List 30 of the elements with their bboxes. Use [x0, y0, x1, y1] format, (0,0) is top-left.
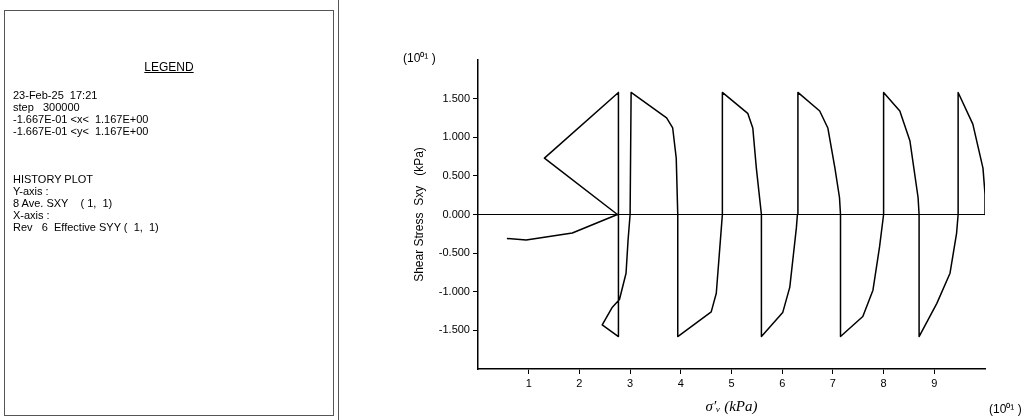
x-tick-label: 1: [525, 376, 532, 389]
text: step 300000: [12, 101, 81, 113]
text: -1.667E-01 <y< 1.167E+00: [12, 125, 150, 137]
text: (10⁰¹ ): [403, 51, 436, 65]
text: LEGEND: [143, 60, 195, 74]
x-tick-label: 2: [576, 376, 583, 389]
x-axis-title: σ′ᵥ (kPa): [705, 397, 758, 415]
x-tick-label: 9: [931, 376, 938, 389]
text: X-axis :: [12, 209, 51, 221]
x-tick-label: 4: [677, 376, 684, 389]
y-tick-label: 1.500: [442, 91, 470, 104]
x-tick-label: 8: [880, 376, 887, 389]
text: 8 Ave. SXY ( 1, 1): [12, 197, 114, 209]
x-tick-label: 7: [829, 376, 836, 389]
y-tick-label: -1.000: [438, 284, 470, 297]
y-tick-label: -0.500: [438, 246, 470, 259]
y-axis-title: Shear Stress Sxy (kPa): [411, 147, 426, 282]
y-tick-label: 1.000: [442, 130, 470, 143]
text: -1.667E-01 <x< 1.167E+00: [12, 113, 150, 125]
x-tick-label: 6: [779, 376, 786, 389]
text: Rev 6 Effective SYY ( 1, 1): [12, 221, 160, 233]
text: 23-Feb-25 17:21: [12, 89, 99, 101]
y-tick-label: 0.000: [442, 207, 470, 220]
y-tick-label: -1.500: [438, 323, 470, 336]
text: Y-axis :: [12, 185, 50, 197]
x-tick-label: 5: [728, 376, 735, 389]
text: HISTORY PLOT: [12, 173, 95, 185]
text: (10⁰¹ ): [989, 402, 1022, 416]
x-tick-label: 3: [627, 376, 634, 389]
y-tick-label: 0.500: [442, 168, 470, 181]
